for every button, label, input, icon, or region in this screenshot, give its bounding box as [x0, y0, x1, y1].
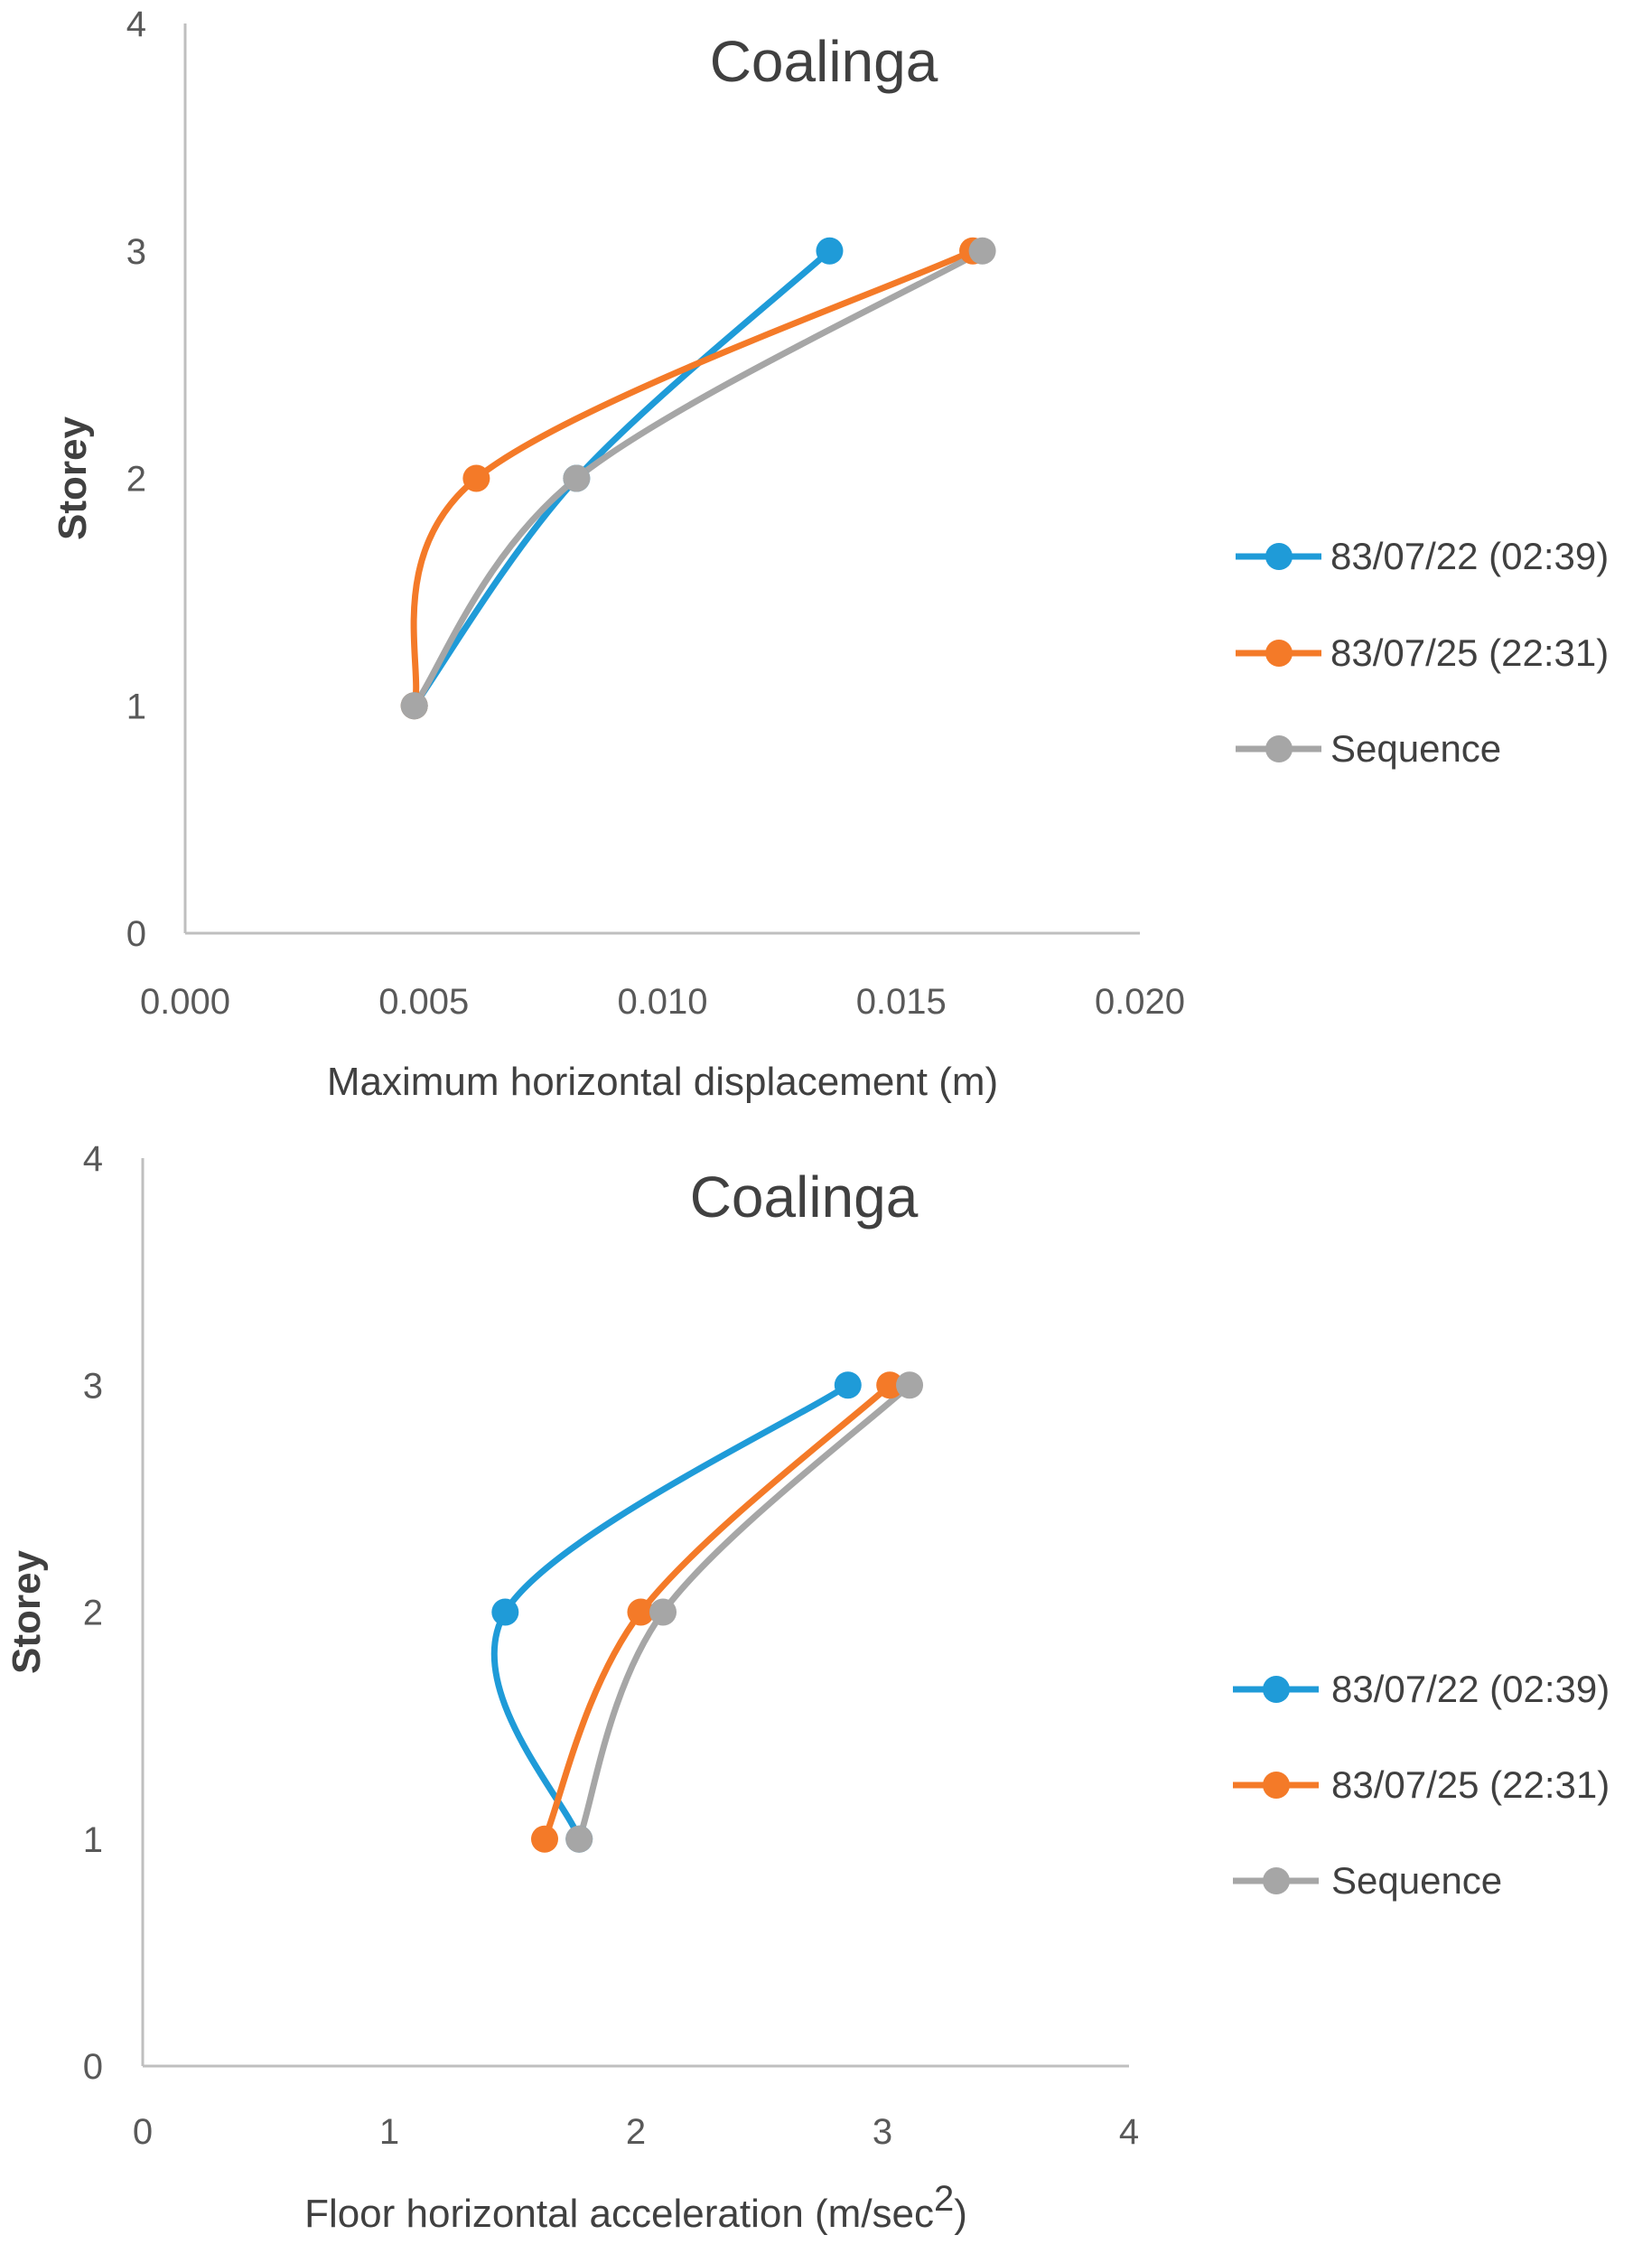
chart-2: Coalinga 0 1 2 3 4 0 1 2 3 4 Storey Floor horizontal…: [5, 1139, 1610, 2236]
y-tick-label: 3: [83, 1366, 103, 1406]
legend-label: 83/07/22 (02:39): [1331, 1668, 1610, 1710]
y-axis-label: Storey: [51, 416, 95, 540]
x-tick-label: 0.005: [378, 982, 469, 1022]
x-axis-label-superscript: 2: [934, 2179, 954, 2219]
x-tick-label: 0.015: [856, 982, 947, 1022]
x-tick-label: 1: [379, 2112, 399, 2152]
x-axis-label-close: ): [954, 2192, 967, 2236]
y-axis-label: Storey: [5, 1550, 49, 1674]
y-tick-label: 4: [83, 1139, 103, 1179]
data-point: [896, 1371, 924, 1399]
data-point: [627, 1598, 655, 1626]
x-tick-label: 0.000: [140, 982, 230, 1022]
x-tick-label: 0.020: [1095, 982, 1185, 1022]
legend-marker: [1265, 735, 1293, 762]
legend-label: 83/07/25 (22:31): [1331, 1763, 1610, 1806]
y-tick-label: 3: [126, 232, 146, 272]
legend: 83/07/22 (02:39) 83/07/25 (22:31) Sequence: [1233, 1668, 1610, 1902]
y-tick-label: 1: [126, 687, 146, 726]
legend-marker: [1265, 543, 1293, 570]
series-line-2: [410, 248, 976, 709]
chart-title: Coalinga: [710, 29, 938, 94]
legend-marker: [1263, 1867, 1290, 1894]
legend-label: 83/07/25 (22:31): [1330, 631, 1609, 674]
legend: 83/07/22 (02:39) 83/07/25 (22:31) Sequence: [1236, 535, 1609, 770]
x-tick-label: 4: [1119, 2112, 1139, 2152]
y-tick-label: 2: [126, 460, 146, 500]
legend-label: Sequence: [1330, 727, 1501, 770]
legend-marker: [1265, 640, 1293, 667]
y-tick-label: 4: [126, 5, 146, 44]
data-point: [530, 1825, 558, 1853]
x-axis-label: Maximum horizontal displacement (m): [327, 1060, 998, 1104]
data-point: [565, 1825, 593, 1853]
data-point: [400, 692, 428, 720]
data-point: [462, 464, 490, 492]
y-tick-label: 2: [83, 1594, 103, 1633]
data-point: [816, 237, 844, 265]
data-point: [649, 1598, 677, 1626]
y-tick-label: 0: [83, 2047, 103, 2087]
x-tick-label: 2: [626, 2112, 646, 2152]
x-tick-label: 3: [873, 2112, 892, 2152]
chart-title: Coalinga: [690, 1164, 919, 1230]
series-line-3: [411, 248, 986, 709]
data-point: [968, 237, 996, 265]
y-tick-label: 0: [126, 914, 146, 954]
legend-label: 83/07/22 (02:39): [1330, 535, 1609, 577]
legend-marker: [1263, 1772, 1290, 1799]
x-tick-label: 0.010: [617, 982, 707, 1022]
legend-label: Sequence: [1331, 1859, 1502, 1902]
chart-1: Coalinga 0 1 2 3 4 0.000 0.005 0.010 0.015 0.020 St…: [51, 5, 1609, 1104]
data-point: [491, 1598, 519, 1626]
data-point: [834, 1371, 862, 1399]
x-axis-label: Floor horizontal acceleration (m/sec2): [304, 2179, 967, 2236]
data-point: [563, 464, 591, 492]
legend-marker: [1263, 1676, 1290, 1703]
x-tick-label: 0: [133, 2112, 153, 2152]
data-point: [876, 1371, 904, 1399]
y-tick-label: 1: [83, 1820, 103, 1860]
